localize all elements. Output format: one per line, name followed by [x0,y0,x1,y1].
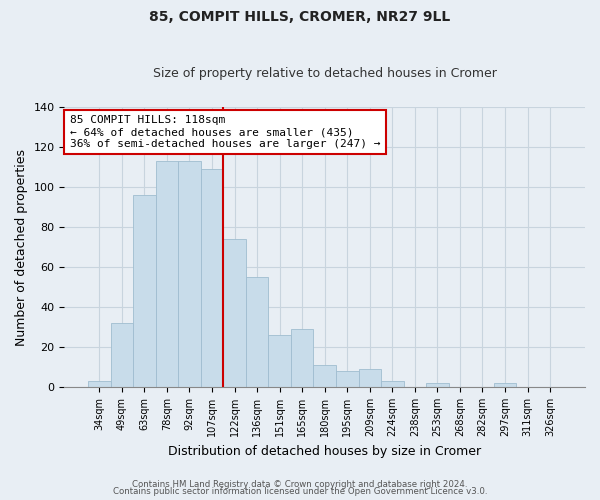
Bar [88,381,110,387]
Text: Contains HM Land Registry data © Crown copyright and database right 2024.: Contains HM Land Registry data © Crown c… [132,480,468,489]
Bar [268,335,291,387]
Text: 85, COMPIT HILLS, CROMER, NR27 9LL: 85, COMPIT HILLS, CROMER, NR27 9LL [149,10,451,24]
Bar [381,381,404,387]
Bar [201,169,223,387]
X-axis label: Distribution of detached houses by size in Cromer: Distribution of detached houses by size … [168,444,481,458]
Bar [291,329,313,387]
Text: 85 COMPIT HILLS: 118sqm
← 64% of detached houses are smaller (435)
36% of semi-d: 85 COMPIT HILLS: 118sqm ← 64% of detache… [70,116,380,148]
Bar [336,371,359,387]
Text: Contains public sector information licensed under the Open Government Licence v3: Contains public sector information licen… [113,487,487,496]
Bar [110,323,133,387]
Title: Size of property relative to detached houses in Cromer: Size of property relative to detached ho… [153,66,497,80]
Bar [246,277,268,387]
Bar [359,369,381,387]
Bar [426,383,449,387]
Y-axis label: Number of detached properties: Number of detached properties [15,148,28,346]
Bar [313,365,336,387]
Bar [178,161,201,387]
Bar [155,161,178,387]
Bar [223,239,246,387]
Bar [494,383,516,387]
Bar [133,195,155,387]
